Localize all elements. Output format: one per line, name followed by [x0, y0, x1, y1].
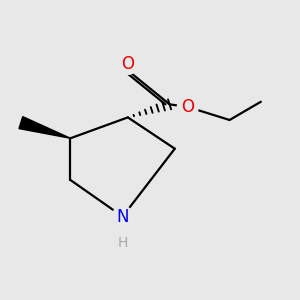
Text: O: O	[121, 55, 134, 73]
Text: H: H	[117, 236, 128, 250]
Circle shape	[117, 53, 138, 74]
Circle shape	[177, 97, 198, 117]
Circle shape	[112, 206, 133, 227]
Polygon shape	[19, 117, 70, 138]
Text: N: N	[116, 208, 129, 226]
Text: O: O	[181, 98, 194, 116]
